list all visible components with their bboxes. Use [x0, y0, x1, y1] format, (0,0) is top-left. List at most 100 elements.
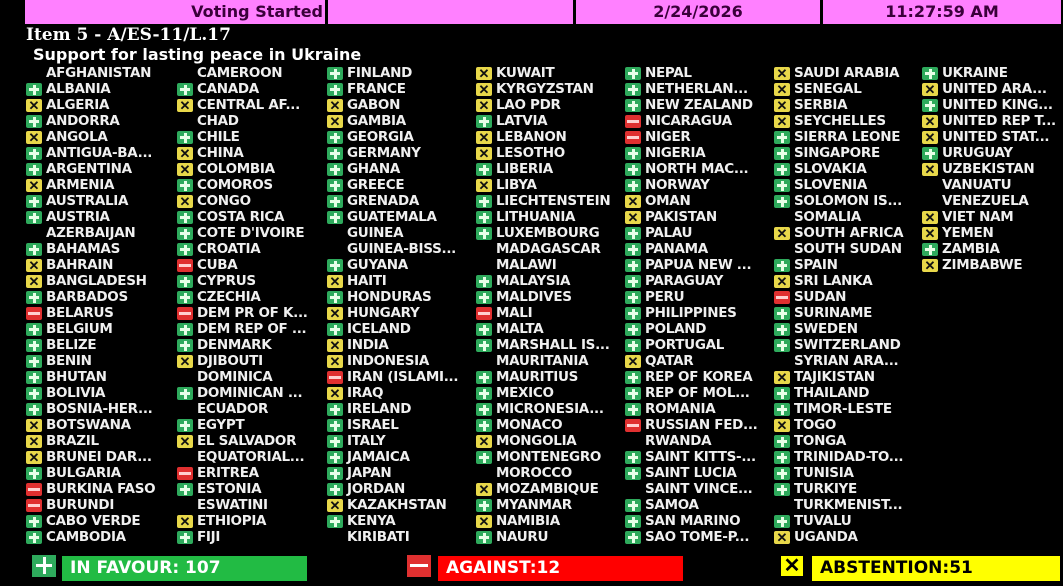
plus-icon [476, 387, 492, 400]
plus-icon [327, 147, 343, 160]
country-row: MONGOLIA [476, 433, 626, 449]
country-row: PHILIPPINES [625, 305, 775, 321]
country-row: SLOVENIA [774, 177, 924, 193]
country-row: ALBANIA [26, 81, 176, 97]
plus-icon [26, 355, 42, 368]
minus-icon [476, 307, 492, 320]
country-name: TOGO [794, 417, 837, 433]
country-name: BHUTAN [46, 369, 107, 385]
country-name: PAKISTAN [645, 209, 717, 225]
country-row: DOMINICA [177, 369, 327, 385]
country-name: MALDIVES [496, 289, 572, 305]
country-name: NAMIBIA [496, 513, 560, 529]
country-name: REP OF MOL... [645, 385, 750, 401]
plus-icon [26, 195, 42, 208]
country-name: KENYA [347, 513, 396, 529]
plus-icon [26, 211, 42, 224]
country-name: CONGO [197, 193, 251, 209]
minus-icon [26, 307, 42, 320]
country-name: MONTENEGRO [496, 449, 602, 465]
country-name: SOLOMON IS... [794, 193, 902, 209]
country-name: BELARUS [46, 305, 114, 321]
x-icon [177, 99, 193, 112]
country-row: TURKIYE [774, 481, 924, 497]
country-name: SLOVENIA [794, 177, 867, 193]
country-name: DEM REP OF ... [197, 321, 307, 337]
x-icon [774, 115, 790, 128]
country-row: JAPAN [327, 465, 477, 481]
country-name: NEPAL [645, 65, 692, 81]
country-row: LUXEMBOURG [476, 225, 626, 241]
country-name: SUDAN [794, 289, 847, 305]
country-row: ANTIGUA-BA... [26, 145, 176, 161]
country-name: UKRAINE [942, 65, 1008, 81]
country-row: SOUTH SUDAN [774, 241, 924, 257]
plus-icon [177, 387, 193, 400]
country-name: CUBA [197, 257, 238, 273]
country-row: GABON [327, 97, 477, 113]
plus-icon [327, 323, 343, 336]
country-name: TRINIDAD-TO... [794, 449, 904, 465]
country-name: ETHIOPIA [197, 513, 267, 529]
x-icon [774, 83, 790, 96]
country-name: NORTH MAC... [645, 161, 749, 177]
country-row: CANADA [177, 81, 327, 97]
plus-icon [625, 179, 641, 192]
country-name: LUXEMBOURG [496, 225, 600, 241]
country-name: ANGOLA [46, 129, 108, 145]
country-name: SLOVAKIA [794, 161, 867, 177]
country-row: HAITI [327, 273, 477, 289]
x-icon [922, 131, 938, 144]
country-row: HONDURAS [327, 289, 477, 305]
country-name: GUINEA-BISS... [347, 241, 456, 257]
minus-icon [26, 499, 42, 512]
country-row: MOZAMBIQUE [476, 481, 626, 497]
plus-icon [774, 483, 790, 496]
country-row: NEW ZEALAND [625, 97, 775, 113]
country-row: DJIBOUTI [177, 353, 327, 369]
x-icon: ✕ [780, 555, 804, 577]
plus-icon [625, 291, 641, 304]
plus-icon [625, 403, 641, 416]
country-name: LESOTHO [496, 145, 565, 161]
country-name: FINLAND [347, 65, 412, 81]
plus-icon [476, 227, 492, 240]
x-icon [625, 355, 641, 368]
country-name: SENEGAL [794, 81, 862, 97]
country-row: SURINAME [774, 305, 924, 321]
country-name: LITHUANIA [496, 209, 576, 225]
country-name: GUINEA [347, 225, 404, 241]
country-name: SOMALIA [794, 209, 862, 225]
plus-icon [32, 555, 56, 577]
country-row: TRINIDAD-TO... [774, 449, 924, 465]
country-row: SLOVAKIA [774, 161, 924, 177]
country-name: CAMEROON [197, 65, 283, 81]
x-icon [476, 483, 492, 496]
country-name: SAUDI ARABIA [794, 65, 900, 81]
country-name: BANGLADESH [46, 273, 147, 289]
country-name: SAINT KITTS-... [645, 449, 756, 465]
country-row: IRAN (ISLAMI... [327, 369, 477, 385]
plus-icon [625, 323, 641, 336]
x-icon [625, 195, 641, 208]
country-name: NEW ZEALAND [645, 97, 753, 113]
country-name: SURINAME [794, 305, 873, 321]
country-name: NICARAGUA [645, 113, 732, 129]
plus-icon [625, 339, 641, 352]
country-row: MADAGASCAR [476, 241, 626, 257]
country-row: INDONESIA [327, 353, 477, 369]
country-name: ESWATINI [197, 497, 268, 513]
country-name: OMAN [645, 193, 691, 209]
plus-icon [625, 227, 641, 240]
country-name: ANTIGUA-BA... [46, 145, 153, 161]
plus-icon [26, 387, 42, 400]
country-name: PERU [645, 289, 685, 305]
plus-icon [327, 131, 343, 144]
plus-icon [327, 179, 343, 192]
country-name: PANAMA [645, 241, 708, 257]
country-name: SAO TOME-P... [645, 529, 750, 545]
plus-icon [922, 147, 938, 160]
country-name: AUSTRIA [46, 209, 110, 225]
x-icon [26, 131, 42, 144]
country-row: NEPAL [625, 65, 775, 81]
